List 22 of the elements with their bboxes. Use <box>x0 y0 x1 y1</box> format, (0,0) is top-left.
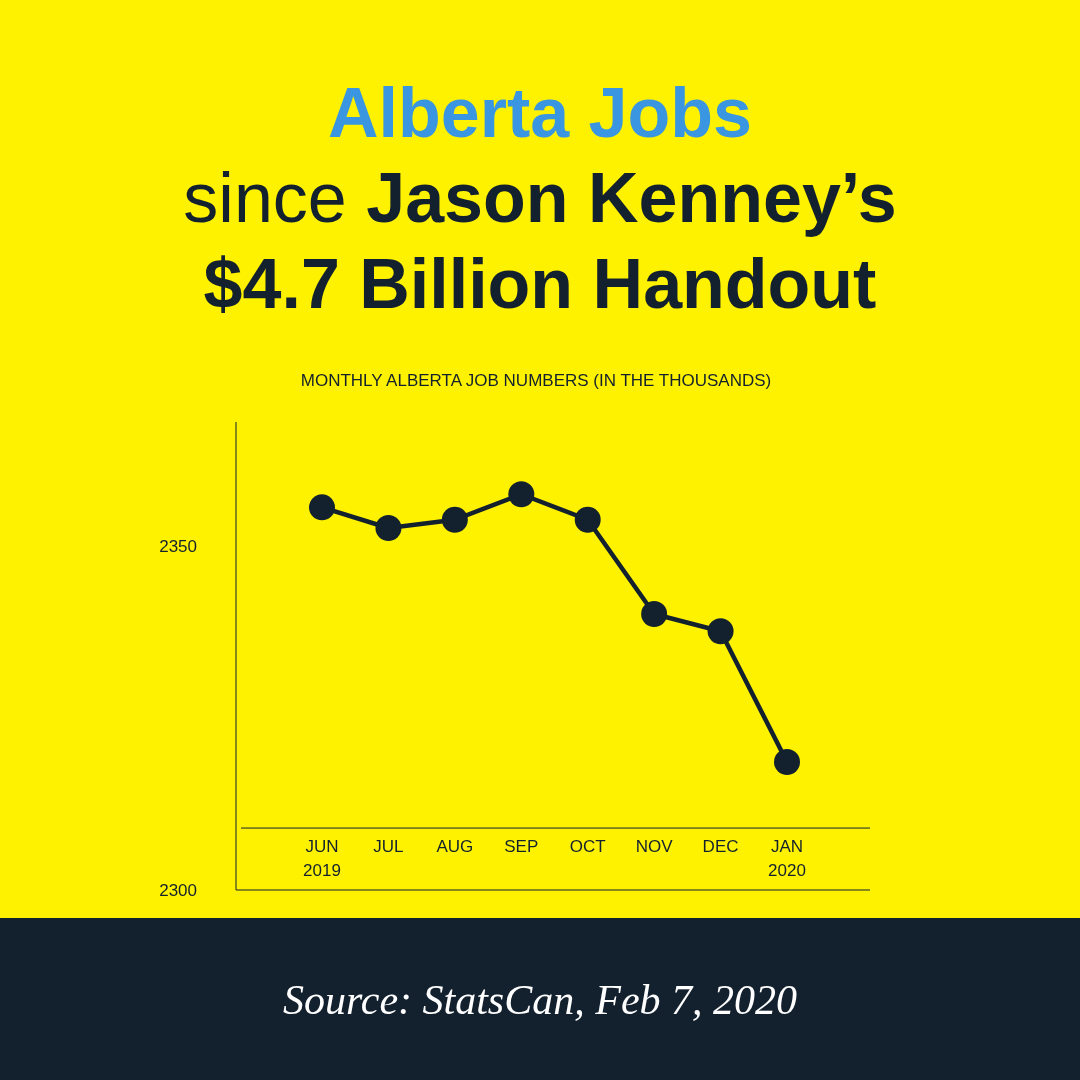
x-tick-label: OCT <box>569 837 606 856</box>
chart-title: Alberta Jobs <box>328 74 752 152</box>
x-tick-label: JUN 2019 <box>303 837 341 880</box>
point <box>375 514 402 541</box>
y-axis-title: MONTHLY ALBERTA JOB NUMBERS (IN THE THOUSANDS) <box>300 371 772 390</box>
point <box>574 506 601 533</box>
point <box>707 618 734 645</box>
y-tick-label: 2350 <box>159 536 197 556</box>
point <box>309 494 335 521</box>
y-tick-label: 2300 <box>159 880 197 900</box>
source-note: Source: StatsCan, Feb 7, 2020 <box>282 977 798 1023</box>
x-tick-label: NOV <box>635 837 674 856</box>
point <box>774 748 800 775</box>
x-tick-label: AUG <box>436 837 474 856</box>
point <box>641 601 668 628</box>
x-tick-label: JAN 2020 <box>768 837 806 880</box>
x-tick-label: DEC <box>702 837 739 856</box>
point <box>508 481 535 508</box>
chart-subtitle: since Jason Kenney’s $4.7 Billion Handout <box>183 159 897 323</box>
point <box>441 506 468 533</box>
x-tick-label: SEP <box>504 837 539 856</box>
x-tick-label: JUL <box>373 837 404 856</box>
